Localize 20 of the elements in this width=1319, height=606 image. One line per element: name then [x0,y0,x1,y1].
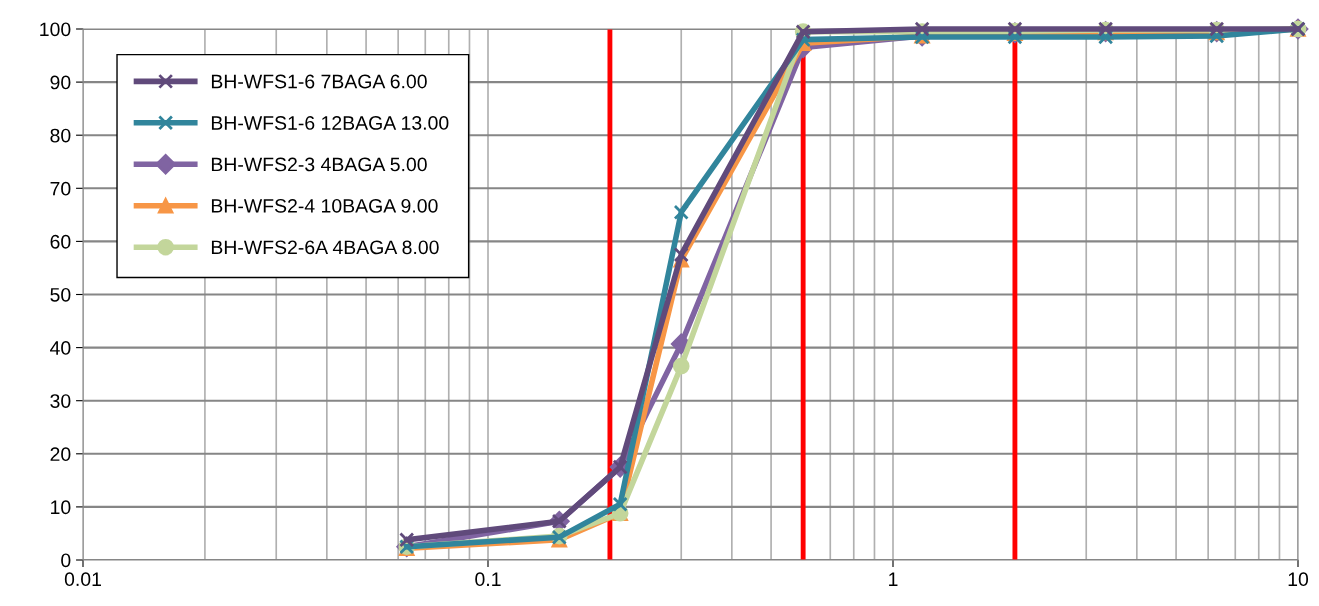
x-tick-label: 0.1 [475,572,501,587]
legend-label: BH-WFS1-6 12BAGA 13.00 [211,116,449,130]
y-tick-label: 80 [50,128,71,143]
y-tick-label: 0 [61,553,71,568]
y-tick-label: 70 [50,181,71,196]
y-tick-label: 20 [50,447,71,462]
y-tick-label: 40 [50,341,71,355]
y-tick-label: 50 [50,287,71,302]
legend-label: BH-WFS2-3 4BAGA 5.00 [211,157,427,172]
y-tick-label: 60 [50,234,71,249]
legend-label: BH-WFS2-4 10BAGA 9.00 [211,198,438,213]
x-tick-label: 0.01 [64,572,101,587]
y-tick-label: 90 [50,75,71,90]
x-tick-label: 10 [1288,572,1309,587]
legend-label: BH-WFS1-6 7BAGA 6.00 [211,74,427,89]
x-tick-label: 1 [889,572,898,586]
legend-label: BH-WFS2-6A 4BAGA 8.00 [211,240,439,255]
y-tick-label: 30 [50,394,71,408]
y-tick-label: 10 [51,500,71,515]
y-tick-label: 100 [40,22,71,37]
